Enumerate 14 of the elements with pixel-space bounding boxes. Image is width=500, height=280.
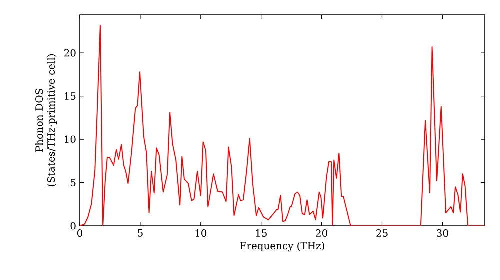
y-tick-label: 5 [70, 179, 76, 186]
y-tick-label: 20 [64, 49, 76, 57]
x-tick-label: 25 [376, 230, 388, 238]
x-tick-label: 20 [316, 230, 328, 238]
x-tick-label: 30 [437, 230, 448, 238]
y-tick-label: 15 [65, 92, 76, 100]
y-tick-label: 0 [70, 222, 76, 230]
x-tick-label: 10 [196, 230, 207, 238]
y-tick-label: 10 [65, 136, 76, 144]
y-axis-title: Phonon DOS (States/THz·primitive cell) [35, 54, 57, 186]
x-tick-label: 15 [256, 230, 267, 238]
x-tick-label: 0 [77, 230, 83, 238]
x-tick-label: 5 [138, 230, 143, 237]
x-axis-title: Frequency (THz) [240, 242, 324, 252]
